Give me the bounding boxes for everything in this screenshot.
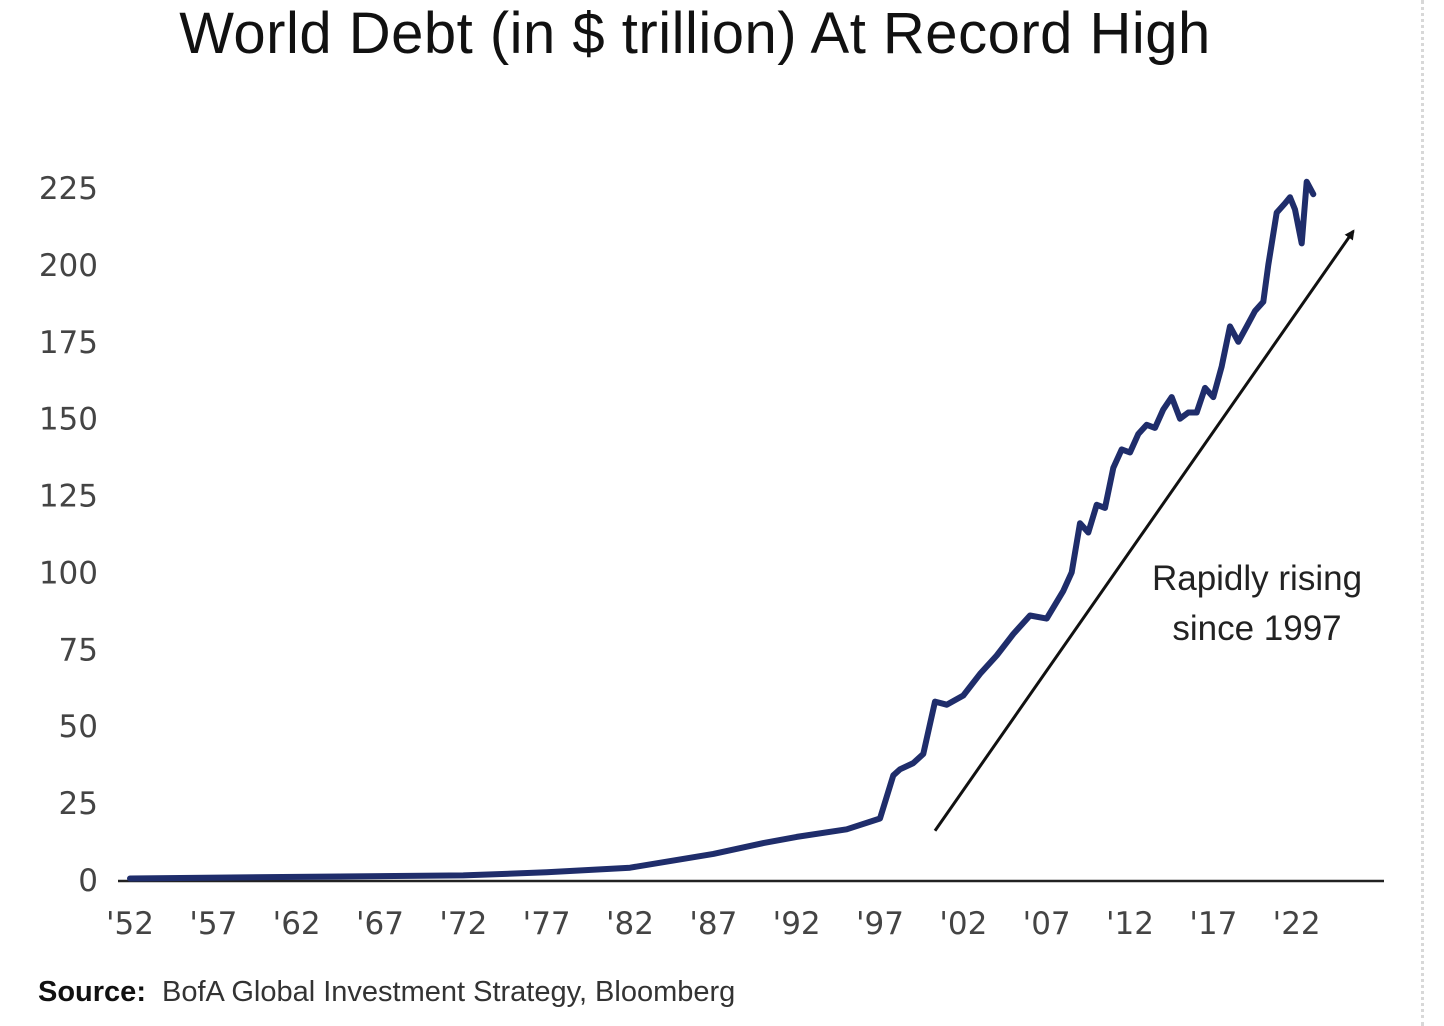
annotation-line-2: since 1997: [1172, 609, 1341, 648]
x-tick-label: '02: [939, 906, 987, 942]
x-tick-label: '62: [273, 906, 321, 942]
x-axis-ticks: '52 '57 '62 '67 '72 '77 '82 '87 '92 '97 '02 '07 '12 '…: [106, 906, 1321, 942]
chart-title: World Debt (in $ trillion) At Record Hig…: [179, 1, 1211, 66]
y-tick-label: 225: [39, 171, 98, 207]
y-tick-label: 100: [39, 555, 98, 591]
x-tick-label: '07: [1023, 906, 1071, 942]
x-tick-label: '67: [356, 906, 404, 942]
world-debt-line: [127, 178, 1317, 882]
y-tick-label: 50: [59, 709, 98, 745]
trend-arrow: [933, 229, 1355, 832]
x-tick-label: '17: [1189, 906, 1237, 942]
x-tick-label: '72: [439, 906, 487, 942]
source-label: Source:: [38, 976, 146, 1008]
y-tick-label: 75: [59, 632, 98, 668]
x-tick-label: '12: [1106, 906, 1154, 942]
x-tick-label: '87: [689, 906, 737, 942]
x-tick-label: '82: [606, 906, 654, 942]
source-note: Source: BofA Global Investment Strategy, …: [38, 976, 735, 1009]
x-tick-label: '97: [856, 906, 904, 942]
dotted-divider: [1421, 0, 1424, 1026]
y-tick-label: 0: [78, 863, 98, 899]
x-tick-label: '92: [773, 906, 821, 942]
chart: 0 25 50 75 100 125 150 175 200 225 '52 '57 '62 '67 '7…: [39, 171, 1384, 942]
x-tick-label: '77: [523, 906, 571, 942]
y-tick-label: 175: [39, 325, 98, 361]
y-tick-label: 25: [59, 786, 98, 822]
y-axis-ticks: 0 25 50 75 100 125 150 175 200 225: [39, 171, 98, 899]
y-tick-label: 200: [39, 248, 98, 284]
x-tick-label: '57: [189, 906, 237, 942]
source-text: BofA Global Investment Strategy, Bloombe…: [161, 976, 736, 1008]
x-tick-label: '52: [106, 906, 154, 942]
y-tick-label: 125: [39, 479, 98, 515]
y-tick-label: 150: [39, 402, 98, 438]
annotation-line-1: Rapidly rising: [1152, 559, 1362, 598]
x-tick-label: '22: [1273, 906, 1321, 942]
